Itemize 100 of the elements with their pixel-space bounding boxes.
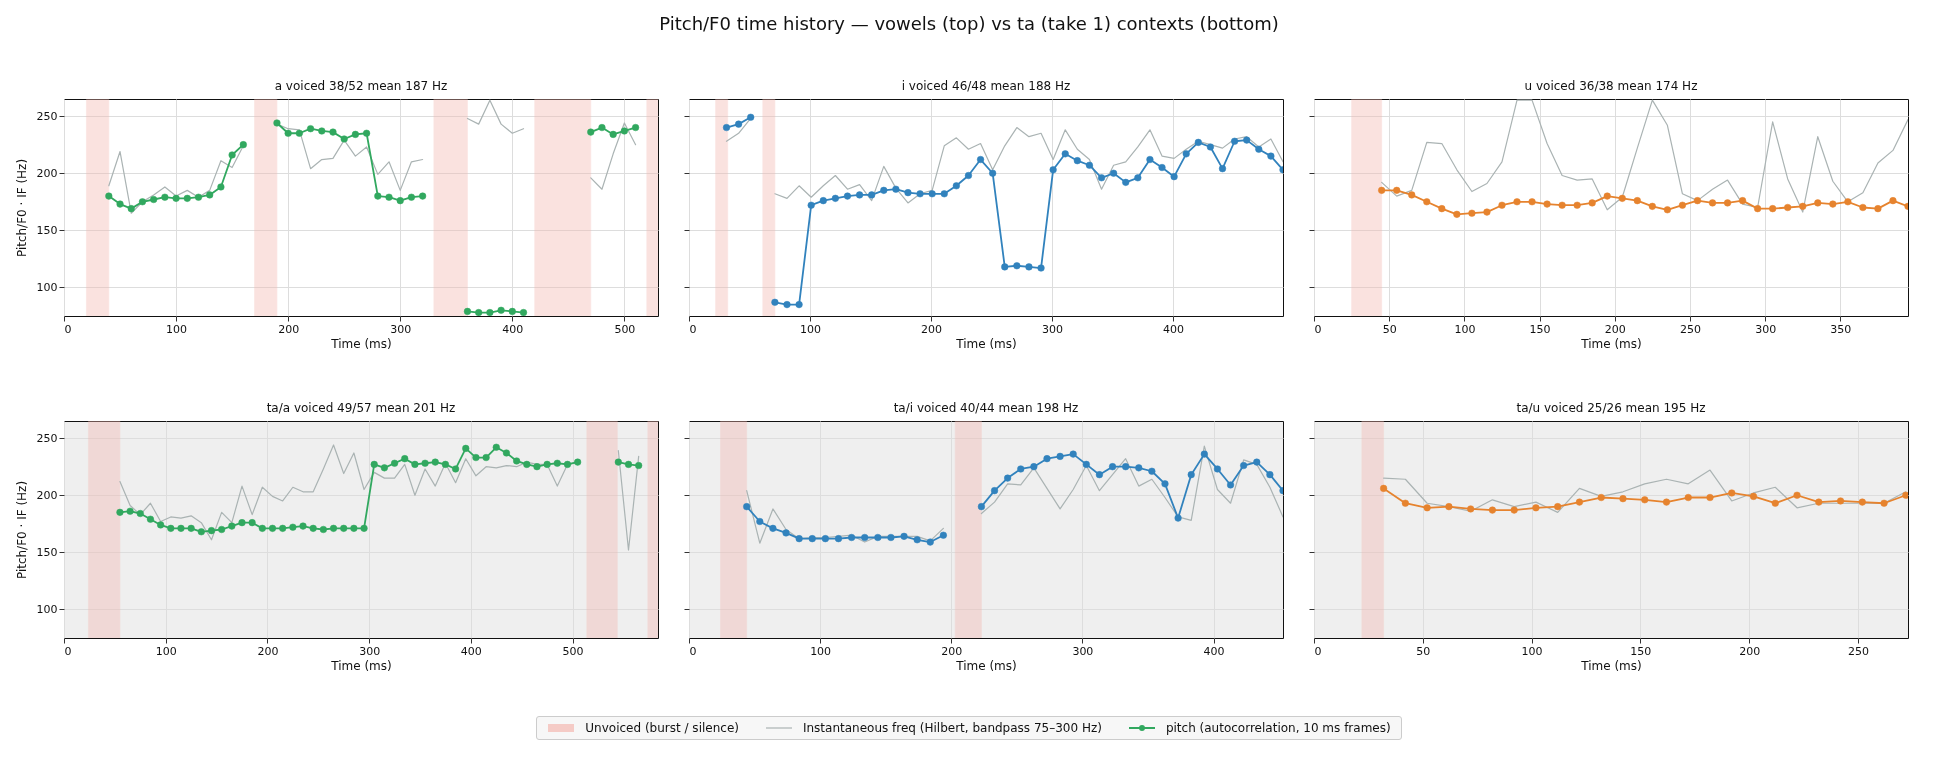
point — [1467, 505, 1475, 513]
point — [976, 155, 985, 164]
chart-title: ta/i voiced 40/44 mean 198 Hz — [893, 401, 1079, 415]
y-tick-label: 200 — [36, 166, 58, 180]
point — [1641, 496, 1649, 504]
x-tick-label: 200 — [920, 322, 942, 336]
point — [939, 531, 947, 539]
point — [1438, 205, 1446, 213]
point — [1025, 263, 1033, 271]
point — [913, 536, 921, 544]
point — [1004, 474, 1012, 482]
point — [329, 524, 338, 532]
point — [1498, 201, 1506, 209]
point — [1554, 503, 1562, 511]
point — [614, 458, 622, 466]
point — [1243, 136, 1251, 144]
x-tick-label: 100 — [1454, 322, 1476, 336]
x-tick-label: 0 — [64, 644, 72, 658]
point — [1603, 192, 1611, 200]
point — [138, 198, 147, 206]
point — [1200, 450, 1208, 458]
x-tick-label: 100 — [1521, 644, 1543, 658]
point — [228, 151, 236, 159]
point — [1378, 186, 1386, 194]
point — [1122, 463, 1130, 471]
point — [1174, 514, 1182, 522]
y-tick-label: 250 — [36, 431, 58, 445]
x-tick-label: 250 — [1847, 644, 1869, 658]
point — [385, 193, 393, 201]
point — [127, 205, 135, 213]
point — [187, 524, 195, 532]
point — [1017, 465, 1025, 473]
point — [1187, 471, 1195, 479]
point — [161, 193, 169, 201]
point — [1122, 178, 1130, 186]
point — [819, 197, 827, 205]
point — [1056, 452, 1064, 460]
point — [136, 509, 144, 518]
point — [1231, 137, 1239, 145]
point — [1408, 191, 1416, 199]
point — [782, 529, 790, 537]
point — [329, 128, 337, 136]
x-tick-label: 0 — [64, 322, 72, 336]
point — [508, 307, 516, 315]
point — [1859, 203, 1867, 212]
point — [513, 457, 521, 465]
y-axis-title: Pitch/F0 · IF (Hz) — [14, 480, 29, 580]
point — [279, 524, 287, 532]
point — [318, 127, 326, 135]
point — [620, 127, 628, 135]
chart-title: ta/u voiced 25/26 mean 195 Hz — [1516, 401, 1706, 415]
point — [172, 194, 180, 202]
x-axis-title: Time (ms) — [1580, 336, 1642, 351]
point — [1619, 495, 1627, 503]
point — [1573, 201, 1581, 209]
x-tick-label: 0 — [1314, 644, 1322, 658]
point — [1814, 199, 1822, 207]
point — [1043, 455, 1051, 463]
point — [370, 460, 378, 468]
point — [795, 535, 803, 543]
point — [795, 301, 803, 309]
point — [482, 453, 490, 462]
x-tick-label: 350 — [1830, 322, 1852, 336]
point — [940, 190, 948, 198]
point — [273, 119, 281, 127]
point — [299, 522, 307, 530]
point — [1082, 460, 1090, 468]
point — [452, 465, 460, 473]
point — [1182, 150, 1190, 158]
y-tick-label: 150 — [36, 223, 58, 237]
point — [598, 123, 606, 132]
point — [1013, 262, 1021, 270]
point — [743, 503, 751, 511]
point — [771, 298, 779, 306]
point — [574, 458, 582, 466]
point — [519, 309, 528, 316]
point — [1543, 200, 1551, 208]
point — [116, 508, 124, 516]
point — [475, 309, 483, 316]
legend-label: Instantaneous freq (Hilbert, bandpass 75–300 Hz) — [802, 721, 1102, 735]
point — [1575, 498, 1584, 506]
point — [523, 460, 531, 468]
point — [1663, 206, 1671, 214]
point — [419, 192, 427, 200]
point — [609, 130, 617, 138]
point — [1588, 199, 1596, 207]
point — [1558, 201, 1566, 209]
x-axis-title: Time (ms) — [330, 336, 392, 351]
point — [1483, 208, 1491, 216]
point — [463, 307, 472, 315]
point — [146, 515, 155, 523]
point — [1194, 138, 1202, 146]
point — [834, 535, 843, 543]
point — [167, 524, 175, 532]
point — [351, 130, 359, 138]
point — [1784, 203, 1792, 212]
point — [1902, 491, 1908, 499]
x-tick-label: 0 — [689, 644, 697, 658]
point — [928, 190, 936, 198]
point — [486, 309, 494, 316]
